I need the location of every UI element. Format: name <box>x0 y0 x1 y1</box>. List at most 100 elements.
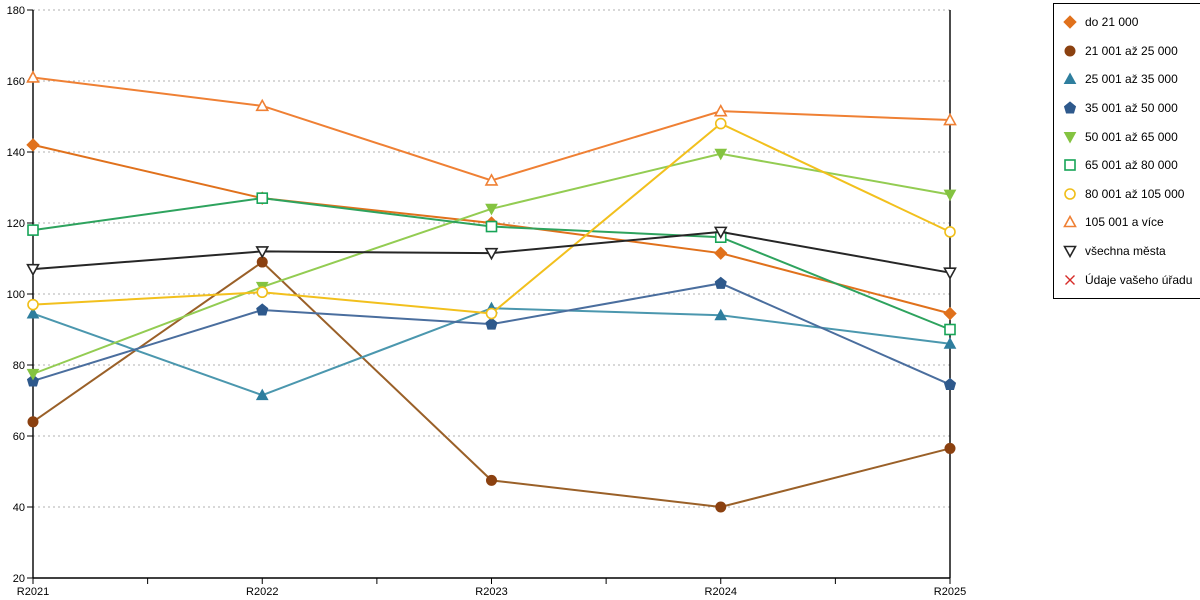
series-line <box>32 260 951 509</box>
data-point-marker <box>256 303 269 316</box>
data-point-marker <box>1065 274 1075 285</box>
legend-label: všechna města <box>1085 244 1166 259</box>
data-point-marker <box>944 323 956 336</box>
data-point-marker <box>486 474 497 486</box>
square-open-legend-icon <box>1064 159 1076 172</box>
x-axis-tick-label: R2022 <box>246 586 278 598</box>
y-axis-tick-label: 20 <box>13 573 25 585</box>
triangle-up-open-legend-icon <box>1063 215 1077 228</box>
data-point-marker <box>714 276 727 289</box>
data-point-marker <box>26 138 40 152</box>
x-axis-tick-label: R2021 <box>17 586 49 598</box>
legend-item: 35 001 až 50 000 <box>1062 94 1200 123</box>
legend-label: do 21 000 <box>1085 15 1139 30</box>
triangle-up-filled-legend-icon <box>1063 72 1077 85</box>
series-7 <box>26 70 957 186</box>
x-axis-tick-label: R2025 <box>934 586 966 598</box>
series-4 <box>26 148 957 381</box>
legend-label: Údaje vašeho úřadu <box>1085 272 1193 287</box>
legend-item: 25 001 až 35 000 <box>1062 65 1200 94</box>
series-line <box>32 76 951 182</box>
data-point-marker <box>1063 101 1077 114</box>
legend-item: 65 001 až 80 000 <box>1062 151 1200 180</box>
data-point-marker <box>943 189 957 202</box>
data-point-marker <box>27 224 39 236</box>
data-point-marker <box>714 117 727 130</box>
y-axis-tick-label: 80 <box>13 360 25 372</box>
data-point-marker <box>943 377 957 391</box>
data-point-marker <box>1063 245 1077 259</box>
series-6 <box>27 117 956 320</box>
legend-item: Údaje vašeho úřadu <box>1062 265 1200 294</box>
data-point-marker <box>715 501 727 513</box>
data-point-marker <box>255 98 270 112</box>
x-legend-icon <box>1065 274 1075 285</box>
legend-label: 35 001 až 50 000 <box>1085 101 1178 116</box>
data-point-marker <box>714 308 728 321</box>
data-point-marker <box>1064 159 1076 172</box>
series-1 <box>27 256 956 513</box>
legend-item: 50 001 až 65 000 <box>1062 122 1200 151</box>
data-point-marker <box>256 286 269 299</box>
legend-label: 25 001 až 35 000 <box>1085 72 1178 87</box>
y-axis-tick-label: 160 <box>7 76 25 88</box>
y-axis-tick-label: 180 <box>7 5 25 17</box>
series-3 <box>26 276 957 391</box>
triangle-down-filled-legend-icon <box>1063 131 1077 144</box>
data-point-marker <box>1063 72 1077 85</box>
legend-label: 65 001 až 80 000 <box>1085 158 1178 173</box>
data-point-marker <box>26 70 40 83</box>
data-point-marker <box>1063 215 1077 228</box>
legend-item: 80 001 až 105 000 <box>1062 180 1200 209</box>
data-point-marker <box>943 267 957 280</box>
data-point-marker <box>713 104 728 117</box>
data-point-marker <box>26 368 40 381</box>
legend-label: 105 001 a více <box>1085 215 1164 230</box>
x-axis-tick-label: R2024 <box>705 586 737 598</box>
data-point-marker <box>713 226 728 240</box>
data-point-marker <box>485 220 498 233</box>
data-point-marker <box>1063 15 1077 30</box>
data-point-marker <box>484 247 499 261</box>
y-axis-tick-label: 60 <box>13 431 25 443</box>
circle-open-legend-icon <box>1064 188 1076 200</box>
data-point-marker <box>1064 188 1076 200</box>
legend-label: 21 001 až 25 000 <box>1085 43 1178 58</box>
data-point-marker <box>26 306 40 319</box>
data-point-marker <box>943 306 957 321</box>
data-point-marker <box>714 148 728 161</box>
data-point-marker <box>943 112 957 126</box>
data-point-marker <box>943 337 957 349</box>
series-8 <box>26 226 957 280</box>
y-axis-tick-label: 140 <box>7 147 25 159</box>
y-axis-tick-label: 100 <box>7 289 25 301</box>
y-axis-tick-label: 120 <box>7 218 25 230</box>
data-point-marker <box>255 388 269 401</box>
data-point-marker <box>485 307 498 320</box>
legend-item: do 21 000 <box>1062 8 1200 37</box>
pentagon-filled-legend-icon <box>1063 101 1077 114</box>
data-point-marker <box>256 192 269 204</box>
x-axis-tick-label: R2023 <box>475 586 507 598</box>
series-line <box>32 152 951 375</box>
series-line <box>32 282 951 386</box>
data-point-marker <box>27 298 39 311</box>
triangle-down-open-legend-icon <box>1063 245 1077 259</box>
legend-item: 21 001 až 25 000 <box>1062 37 1200 66</box>
data-point-marker <box>26 374 40 387</box>
legend-item: 105 001 a více <box>1062 208 1200 237</box>
data-point-marker <box>255 246 270 259</box>
data-point-marker <box>944 442 956 454</box>
legend-label: 50 001 až 65 000 <box>1085 129 1178 144</box>
data-point-marker <box>27 416 39 428</box>
diamond-filled-legend-icon <box>1063 15 1077 30</box>
circle-filled-legend-icon <box>1064 45 1076 57</box>
data-point-marker <box>714 246 728 260</box>
data-point-marker <box>1064 45 1076 57</box>
data-point-marker <box>485 203 498 216</box>
data-point-marker <box>485 317 498 330</box>
chart-legend: do 21 000 21 001 až 25 000 25 001 až 35 00… <box>1053 3 1200 299</box>
data-point-marker <box>484 173 499 186</box>
